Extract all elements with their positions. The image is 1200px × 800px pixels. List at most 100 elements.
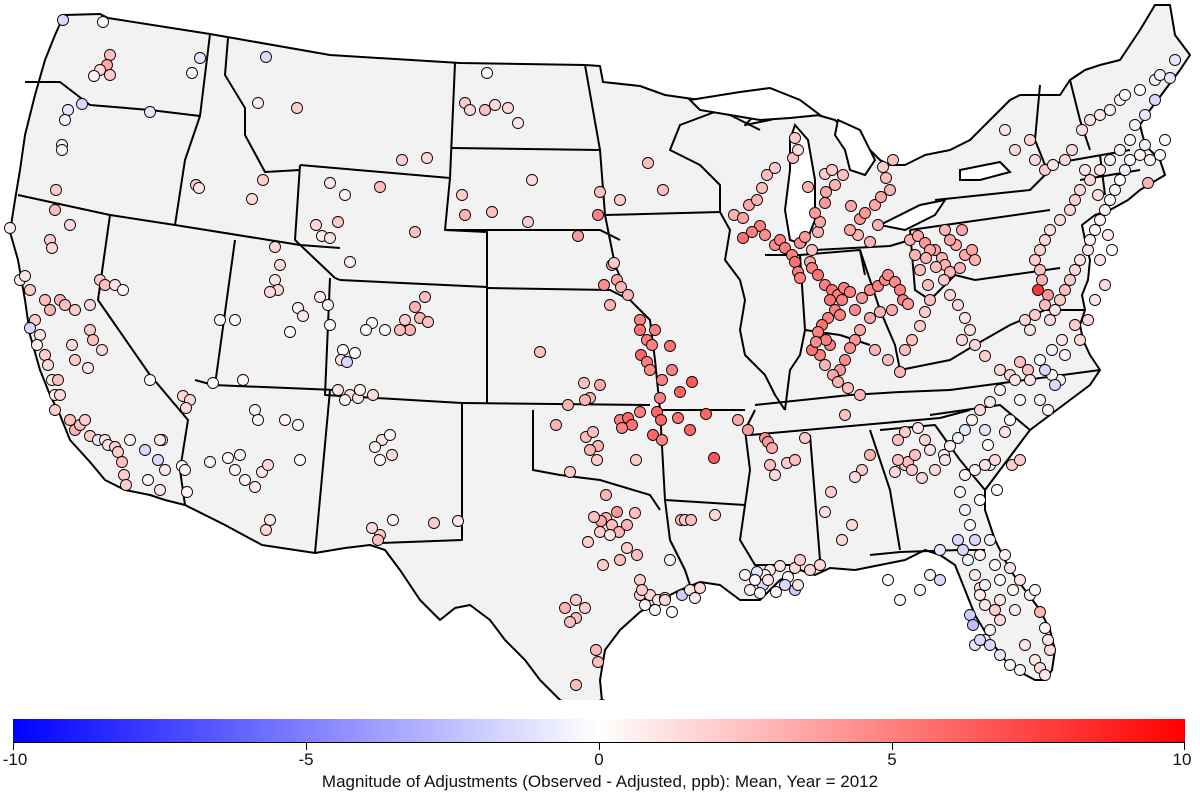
site-marker	[31, 339, 43, 351]
site-marker	[631, 549, 643, 561]
site-marker	[952, 432, 964, 444]
site-marker	[634, 324, 646, 336]
tick-mark	[13, 742, 14, 750]
site-marker	[974, 634, 986, 646]
site-marker	[892, 454, 904, 466]
site-marker	[924, 569, 936, 581]
site-marker	[1044, 314, 1056, 326]
site-marker	[1164, 72, 1176, 84]
site-marker	[409, 301, 421, 313]
site-marker	[979, 579, 991, 591]
site-marker	[909, 249, 921, 261]
site-marker	[117, 284, 129, 296]
site-marker	[1144, 154, 1156, 166]
site-marker	[906, 334, 918, 346]
site-marker	[1009, 144, 1021, 156]
site-marker	[892, 434, 904, 446]
site-marker	[24, 284, 36, 296]
site-marker	[193, 182, 205, 194]
site-marker	[1054, 294, 1066, 306]
site-marker	[264, 286, 276, 298]
site-marker	[982, 439, 994, 451]
site-marker	[264, 514, 276, 526]
site-marker	[459, 209, 471, 221]
site-marker	[344, 256, 356, 268]
site-marker	[1039, 364, 1051, 376]
site-marker	[914, 584, 926, 596]
site-marker	[1039, 234, 1051, 246]
lake-superior	[687, 86, 823, 122]
site-marker	[979, 459, 991, 471]
site-marker	[984, 639, 996, 651]
site-marker	[372, 534, 384, 546]
monitoring-sites	[4, 14, 1181, 700]
site-marker	[369, 441, 381, 453]
site-marker	[559, 602, 571, 614]
site-marker	[774, 560, 786, 572]
site-marker	[737, 212, 749, 224]
site-marker	[749, 574, 761, 586]
site-marker	[1079, 164, 1091, 176]
tick-label-max: 10	[1172, 750, 1192, 769]
site-marker	[1029, 584, 1041, 596]
site-marker	[1104, 104, 1116, 116]
site-marker	[794, 554, 806, 566]
site-marker	[944, 440, 956, 452]
site-marker	[886, 304, 898, 316]
site-marker	[1082, 244, 1094, 256]
site-marker	[522, 216, 534, 228]
site-marker	[864, 312, 876, 324]
site-marker	[659, 594, 671, 606]
site-marker	[802, 181, 814, 193]
site-marker	[994, 649, 1006, 661]
site-marker	[859, 207, 871, 219]
site-marker	[39, 294, 51, 306]
site-marker	[1169, 54, 1181, 66]
site-marker	[341, 356, 353, 368]
site-marker	[672, 412, 684, 424]
site-marker	[882, 574, 894, 586]
site-marker	[116, 456, 128, 468]
site-marker	[222, 452, 234, 464]
tick-mark	[599, 742, 600, 750]
site-marker	[849, 304, 861, 316]
site-marker	[44, 304, 56, 316]
site-marker	[324, 232, 336, 244]
site-marker	[1014, 394, 1026, 406]
site-marker	[600, 489, 612, 501]
site-marker	[598, 279, 610, 291]
site-marker	[229, 464, 241, 476]
site-marker	[570, 594, 582, 606]
site-marker	[19, 270, 31, 282]
site-marker	[294, 454, 306, 466]
site-marker	[234, 449, 246, 461]
site-marker	[84, 299, 96, 311]
site-marker	[957, 544, 969, 556]
site-marker	[249, 481, 261, 493]
site-marker	[97, 16, 109, 28]
site-marker	[884, 184, 896, 196]
site-marker	[57, 14, 69, 26]
site-marker	[1124, 134, 1136, 146]
site-marker	[959, 469, 971, 481]
site-marker	[1089, 294, 1101, 306]
site-marker	[374, 454, 386, 466]
site-marker	[1094, 214, 1106, 226]
tick-mark	[306, 742, 307, 750]
site-marker	[69, 354, 81, 366]
site-marker	[229, 314, 241, 326]
site-marker	[180, 402, 192, 414]
site-marker	[967, 619, 979, 631]
site-marker	[1059, 154, 1071, 166]
site-marker	[39, 349, 51, 361]
site-marker	[1094, 109, 1106, 121]
site-marker	[597, 559, 609, 571]
site-marker	[96, 344, 108, 356]
site-marker	[1124, 154, 1136, 166]
site-marker	[1092, 189, 1104, 201]
site-marker	[634, 406, 646, 418]
site-marker	[642, 157, 654, 169]
site-marker	[260, 51, 272, 63]
site-marker	[1059, 349, 1071, 361]
site-marker	[834, 309, 846, 321]
